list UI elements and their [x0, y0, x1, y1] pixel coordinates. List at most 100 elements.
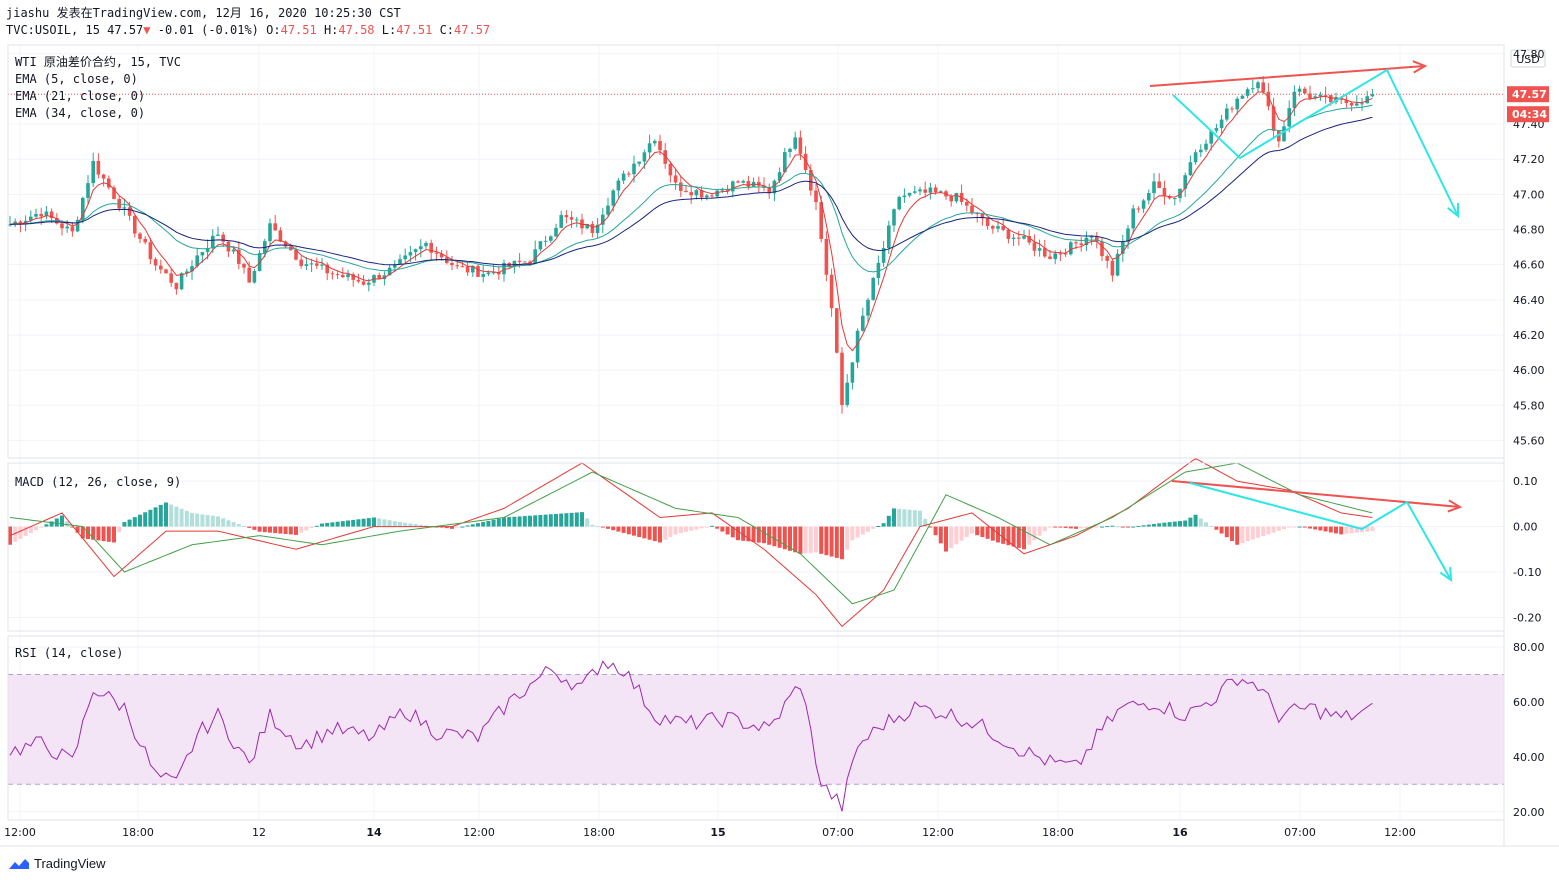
candle-body: [1365, 96, 1369, 104]
macd-histogram-bar: [855, 526, 860, 538]
macd-divergence-arrow[interactable]: [1171, 480, 1461, 508]
macd-histogram-bar: [1110, 525, 1115, 527]
candle-body: [699, 190, 704, 198]
candle-body: [1089, 236, 1094, 238]
candle-body: [299, 259, 303, 266]
candle-body: [689, 192, 693, 196]
macd-histogram-bar: [1235, 526, 1240, 545]
ema34-line: [9, 116, 1373, 266]
candle-body: [1079, 243, 1083, 245]
macd-projection-path[interactable]: [1189, 482, 1452, 581]
macd-histogram-bar: [543, 514, 548, 527]
macd-histogram-bar: [1167, 522, 1172, 527]
macd-histogram-bar: [954, 526, 959, 545]
candle-body: [741, 181, 745, 183]
candle-body: [965, 202, 969, 206]
candle-body: [377, 275, 381, 280]
time-axis[interactable]: 12:00 18:00 12 14 12:00 18:00 15 07:00 12:00 18:0…: [4, 826, 1416, 839]
candle-body: [538, 241, 543, 250]
rsi-axis[interactable]: 80.00 60.00 40.00 20.00: [1513, 641, 1545, 819]
candle-body: [585, 223, 589, 229]
macd-histogram-bar: [590, 524, 595, 527]
candle-body: [871, 277, 875, 300]
macd-histogram-bar: [1287, 526, 1292, 528]
price-trend-arrowhead[interactable]: [1412, 60, 1428, 74]
candle-body: [169, 273, 173, 283]
drawing-annotations[interactable]: [1149, 60, 1463, 583]
macd-histogram-bar: [184, 510, 189, 527]
macd-histogram-bar: [143, 512, 148, 527]
candle-body: [190, 266, 194, 272]
macd-histogram-bar: [1084, 526, 1089, 528]
macd-axis[interactable]: 0.10 0.00 -0.10 -0.20: [1513, 475, 1541, 624]
candle-body: [783, 152, 787, 173]
candle-body: [49, 211, 54, 219]
macd-histogram-bar: [13, 526, 18, 542]
publish-line: jiashu 发表在TradingView.com, 12月 16, 2020 …: [6, 6, 401, 20]
candle-body: [1074, 242, 1078, 244]
symbol-ohlc-line: TVC:USOIL, 15 47.57▼ -0.01 (-0.01%) O:47…: [6, 22, 490, 39]
candle-body: [1141, 200, 1146, 209]
macd-histogram-bar: [793, 526, 798, 553]
candle-body: [455, 265, 459, 267]
macd-histogram-bar: [762, 526, 766, 544]
candle-body: [1355, 103, 1359, 106]
candle-body: [907, 192, 912, 196]
price-projection-path[interactable]: [1172, 68, 1459, 217]
candle-body: [1209, 130, 1213, 144]
macd-histogram-bar: [294, 526, 298, 535]
macd-histogram-bar: [652, 526, 657, 542]
candle-body: [216, 234, 220, 236]
candle-body: [1136, 208, 1141, 210]
macd-divergence-arrowhead[interactable]: [1447, 499, 1463, 513]
macd-histogram-bar: [80, 526, 85, 539]
macd-histogram-bar: [101, 526, 106, 542]
candle-body: [1230, 108, 1234, 110]
candle-body: [1131, 208, 1135, 229]
macd-histogram-bar: [1266, 526, 1271, 535]
macd-histogram-bar: [985, 526, 990, 539]
candle-body: [1245, 89, 1250, 96]
macd-histogram-bar: [1349, 526, 1354, 534]
candle-body: [1115, 253, 1120, 276]
chart-header: jiashu 发表在TradingView.com, 12月 16, 2020 …: [6, 5, 490, 39]
macd-histogram-bar: [112, 526, 116, 543]
macd-histogram-bar: [741, 526, 746, 541]
macd-histogram-bar: [221, 518, 226, 527]
macd-tick: 0.10: [1513, 475, 1538, 488]
macd-histogram-bar: [1136, 525, 1141, 527]
candle-body: [1318, 94, 1323, 97]
macd-projection-arrowhead[interactable]: [1439, 566, 1453, 583]
candle-body: [81, 197, 85, 220]
macd-histogram-bar: [845, 526, 850, 550]
macd-tick: -0.10: [1513, 566, 1541, 579]
macd-histogram-bar: [626, 526, 631, 535]
candle-body: [39, 213, 43, 217]
candle-body: [8, 224, 12, 226]
candle-body: [601, 214, 605, 225]
candle-body: [309, 263, 314, 265]
currency-box[interactable]: [1510, 49, 1546, 68]
candle-body: [96, 160, 101, 175]
time-tick: 12: [252, 826, 266, 839]
candle-body: [533, 249, 537, 264]
candle-body: [793, 137, 797, 149]
time-tick: 12:00: [922, 826, 954, 839]
candle-body: [143, 238, 147, 243]
macd-histogram-bar: [1022, 526, 1026, 550]
candle-body: [1121, 241, 1125, 254]
high-value: 47.58: [338, 23, 375, 37]
candle-body: [486, 272, 491, 275]
candle-body: [819, 202, 823, 239]
price-trend-arrow[interactable]: [1149, 65, 1426, 87]
macd-histogram-bar: [288, 526, 293, 535]
candle-body: [829, 274, 834, 309]
price-tick: 45.80: [1513, 399, 1545, 412]
time-tick: 12:00: [4, 826, 36, 839]
candle-body: [715, 190, 719, 197]
price-projection-arrowhead[interactable]: [1447, 202, 1460, 219]
candle-body: [923, 189, 927, 193]
candle-body: [1069, 242, 1073, 255]
footer-brand[interactable]: TradingView: [8, 856, 106, 871]
